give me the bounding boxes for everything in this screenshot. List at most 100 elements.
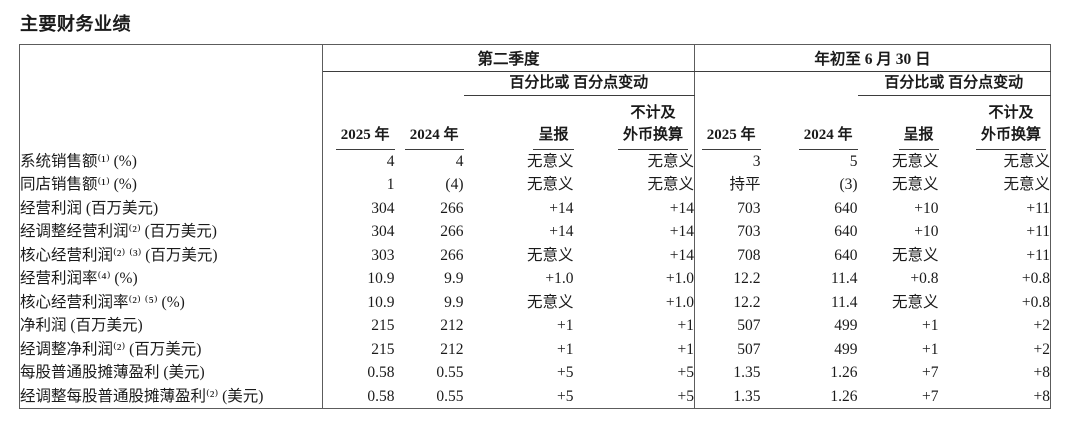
financial-results-table: 第二季度 年初至 6 月 30 日 百分比或 百分点变动 百分比或 百分点变动 … (19, 44, 1052, 409)
q2-reported-value: 无意义 (526, 293, 574, 311)
ytd-reported-value: +10 (914, 223, 939, 240)
table-row: 核心经营利润⁽²⁾ ⁽³⁾ (百万美元) 303 266 无意义 +14 708… (19, 243, 1051, 267)
ytd-2025-value: 持平 (694, 173, 761, 197)
ytd-2025-value: 507 (694, 337, 761, 361)
column-header-label: 2024 年 (404, 125, 464, 150)
ytd-2025-value: 12.2 (694, 267, 761, 291)
row-label: 核心经营利润⁽²⁾ ⁽³⁾ (百万美元) (19, 243, 323, 267)
ytd-2025-value: 708 (694, 243, 761, 267)
row-label: 同店销售额⁽¹⁾ (%) (19, 173, 323, 197)
q2-2025-value: 215 (371, 317, 395, 334)
q2-excl-fx-value: +1.0 (665, 270, 695, 287)
ytd-reported-value: 无意义 (892, 293, 939, 311)
row-label: 经营利润率⁽⁴⁾ (%) (19, 267, 323, 291)
column-header-ytd-excl-fx: 不计及 外币换算 (939, 95, 1051, 150)
row-label: 经调整每股普通股摊薄盈利⁽²⁾ (美元) (19, 384, 323, 409)
ytd-2024-value: 11.4 (830, 270, 858, 287)
ytd-2025-value: 703 (694, 196, 761, 220)
ytd-excl-fx-value: +0.8 (1021, 293, 1051, 311)
spacer-cell (323, 72, 464, 96)
q2-excl-fx-value: +14 (669, 199, 695, 217)
ytd-reported-value: +1 (922, 340, 939, 358)
column-header-label: 不计及 外币换算 (976, 103, 1047, 150)
table-row: 经营利润率⁽⁴⁾ (%) 10.9 9.9 +1.0 +1.0 12.2 11.… (19, 267, 1051, 291)
ytd-2025-value: 703 (694, 220, 761, 244)
ytd-2025-value: 1.35 (694, 384, 761, 409)
ytd-reported-value: 无意义 (892, 246, 939, 264)
q2-2024-value: 9.9 (444, 293, 464, 311)
q2-excl-fx-value: +14 (669, 223, 695, 240)
q2-2024-value: 0.55 (436, 387, 464, 405)
row-label: 经营利润 (百万美元) (19, 196, 323, 220)
ytd-2025-value: 1.35 (694, 361, 761, 385)
column-header-q2-reported: 呈报 (464, 95, 574, 150)
column-header-ytd-2024: 2024 年 (761, 95, 858, 150)
q2-2024-value: (4) (445, 176, 464, 193)
row-label-header-cell (19, 44, 323, 150)
table-row: 经调整每股普通股摊薄盈利⁽²⁾ (美元) 0.58 0.55 +5 +5 1.3… (19, 384, 1051, 409)
change-header-row: 百分比或 百分点变动 百分比或 百分点变动 (20, 71, 1051, 96)
q2-reported-value: +1 (557, 317, 574, 334)
ytd-excl-fx-value: 无意义 (1003, 152, 1051, 170)
group-title-q2: 第二季度 (322, 44, 695, 72)
q2-excl-fx-value: +5 (677, 387, 695, 405)
q2-excl-fx-value: +1 (677, 340, 695, 358)
row-label: 每股普通股摊薄盈利 (美元) (19, 361, 323, 385)
ytd-excl-fx-value: +2 (1033, 340, 1051, 358)
q2-reported-value: +14 (549, 199, 574, 217)
group-title-ytd: 年初至 6 月 30 日 (694, 44, 1051, 72)
q2-2025-value: 215 (371, 340, 395, 358)
ytd-reported-value: +7 (922, 364, 939, 381)
ytd-excl-fx-value: +8 (1033, 364, 1051, 381)
ytd-excl-fx-value: +11 (1026, 246, 1051, 264)
q2-reported-value: +5 (557, 387, 574, 405)
column-header-label: 2024 年 (798, 125, 858, 150)
table-row: 系统销售额⁽¹⁾ (%) 4 4 无意义 无意义 3 5 无意义 无意义 (19, 149, 1051, 173)
ytd-reported-value: +0.8 (910, 270, 939, 287)
ytd-reported-value: +1 (922, 317, 939, 334)
column-header-ytd-reported: 呈报 (858, 95, 939, 150)
q2-2025-value: 10.9 (367, 270, 395, 287)
ytd-2024-value: 640 (834, 246, 858, 264)
ytd-2024-value: 640 (834, 199, 858, 217)
q2-2025-value: 303 (371, 246, 395, 264)
ytd-excl-fx-value: +11 (1026, 199, 1051, 217)
q2-2025-value: 304 (371, 223, 395, 240)
row-label: 经调整净利润⁽²⁾ (百万美元) (19, 337, 323, 361)
column-header-label: 呈报 (533, 125, 574, 150)
table-row: 同店销售额⁽¹⁾ (%) 1 (4) 无意义 无意义 持平 (3) 无意义 无意… (19, 173, 1051, 197)
column-header-label: 2025 年 (701, 125, 761, 150)
q2-excl-fx-value: 无意义 (647, 152, 695, 170)
column-header-label: 2025 年 (335, 125, 395, 150)
q2-2024-value: 212 (440, 317, 464, 334)
column-header-row: 2025 年 2024 年 呈报 不计及 外币换算 2025 年 2024 年 … (20, 95, 1051, 150)
q2-2025-value: 10.9 (367, 293, 395, 311)
row-label: 核心经营利润率⁽²⁾ ⁽⁵⁾ (%) (19, 290, 323, 314)
ytd-reported-value: +7 (922, 387, 939, 405)
table-row: 净利润 (百万美元) 215 212 +1 +1 507 499 +1 +2 (19, 314, 1051, 338)
pct-change-header-q2: 百分比或 百分点变动 (463, 71, 695, 96)
q2-reported-value: +14 (549, 223, 574, 240)
pct-change-header-ytd: 百分比或 百分点变动 (857, 71, 1051, 96)
q2-reported-value: +5 (557, 364, 574, 381)
q2-2025-value: 4 (386, 152, 395, 170)
ytd-2024-value: 1.26 (830, 364, 858, 381)
q2-2024-value: 212 (440, 340, 464, 358)
q2-excl-fx-value: +1 (677, 317, 695, 334)
q2-reported-value: 无意义 (526, 152, 574, 170)
q2-2025-value: 1 (386, 176, 395, 193)
ytd-reported-value: 无意义 (892, 152, 939, 170)
q2-2024-value: 266 (440, 246, 464, 264)
column-header-q2-excl-fx: 不计及 外币换算 (574, 95, 695, 150)
table-row: 经调整净利润⁽²⁾ (百万美元) 215 212 +1 +1 507 499 +… (19, 337, 1051, 361)
column-header-q2-2025: 2025 年 (323, 95, 395, 150)
table-row: 核心经营利润率⁽²⁾ ⁽⁵⁾ (%) 10.9 9.9 无意义 +1.0 12.… (19, 290, 1051, 314)
row-label: 净利润 (百万美元) (19, 314, 323, 338)
ytd-reported-value: 无意义 (892, 176, 939, 193)
q2-reported-value: 无意义 (526, 246, 574, 264)
row-label: 系统销售额⁽¹⁾ (%) (19, 149, 323, 173)
ytd-2024-value: 1.26 (830, 387, 858, 405)
q2-excl-fx-value: +14 (669, 246, 695, 264)
q2-2025-value: 304 (371, 199, 395, 217)
ytd-2024-value: (3) (839, 176, 858, 193)
